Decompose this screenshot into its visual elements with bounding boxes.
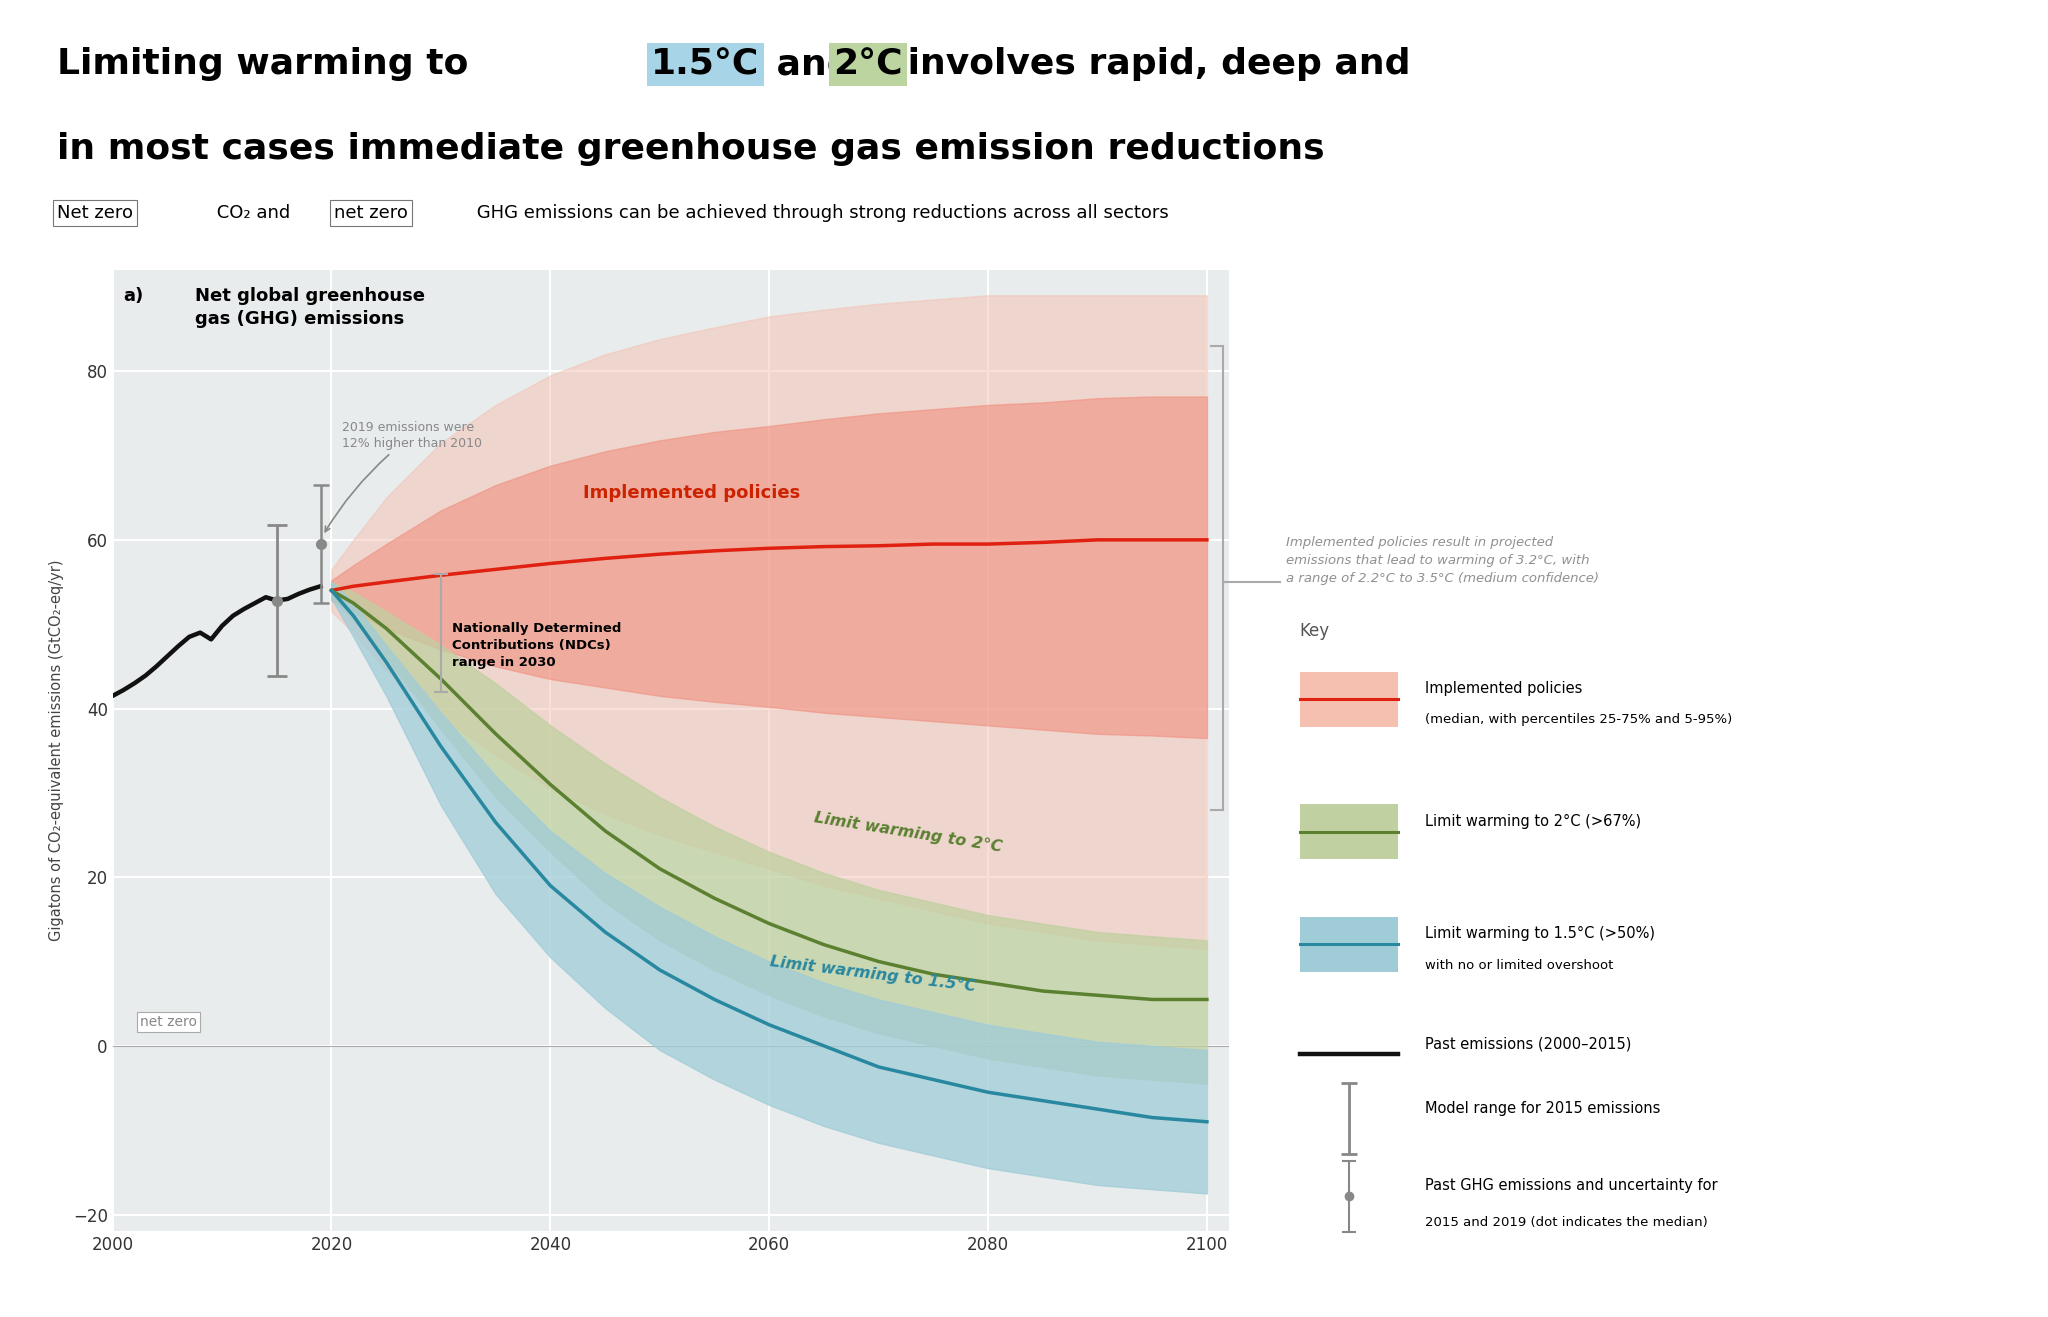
Text: Implemented policies result in projected
emissions that lead to warming of 3.2°C: Implemented policies result in projected… [1286,536,1599,585]
Y-axis label: Gigatons of CO₂-equivalent emissions (GtCO₂-eq/yr): Gigatons of CO₂-equivalent emissions (Gt… [49,560,63,942]
Text: 2°C: 2°C [834,47,903,82]
Text: Implemented policies: Implemented policies [584,483,801,502]
Text: 2019 emissions were
12% higher than 2010: 2019 emissions were 12% higher than 2010 [326,420,483,532]
Text: Net zero: Net zero [57,204,133,223]
Text: and: and [764,47,864,82]
Text: (median, with percentiles 25-75% and 5-95%): (median, with percentiles 25-75% and 5-9… [1425,714,1733,727]
Text: Past GHG emissions and uncertainty for: Past GHG emissions and uncertainty for [1425,1179,1718,1193]
Text: Nationally Determined
Contributions (NDCs)
range in 2030: Nationally Determined Contributions (NDC… [453,623,621,669]
Text: in most cases immediate greenhouse gas emission reductions: in most cases immediate greenhouse gas e… [57,132,1325,166]
Text: Key: Key [1300,622,1329,640]
Text: 2015 and 2019 (dot indicates the median): 2015 and 2019 (dot indicates the median) [1425,1216,1708,1229]
Text: with no or limited overshoot: with no or limited overshoot [1425,959,1614,972]
Text: Model range for 2015 emissions: Model range for 2015 emissions [1425,1101,1661,1115]
Text: Limit warming to 2°C (>67%): Limit warming to 2°C (>67%) [1425,814,1640,828]
Text: net zero: net zero [334,204,408,223]
Text: involves rapid, deep and: involves rapid, deep and [895,47,1411,82]
Text: Limiting warming to: Limiting warming to [57,47,481,82]
FancyBboxPatch shape [1300,917,1399,972]
FancyBboxPatch shape [1300,805,1399,859]
Text: Implemented policies: Implemented policies [1425,681,1583,697]
Text: Net global greenhouse
gas (GHG) emissions: Net global greenhouse gas (GHG) emission… [195,287,424,328]
Text: Limit warming to 1.5°C: Limit warming to 1.5°C [770,954,977,994]
Text: Past emissions (2000–2015): Past emissions (2000–2015) [1425,1036,1630,1051]
Text: Limit warming to 2°C: Limit warming to 2°C [813,810,1004,855]
Text: Limit warming to 1.5°C (>50%): Limit warming to 1.5°C (>50%) [1425,926,1655,942]
FancyBboxPatch shape [1300,672,1399,727]
Text: GHG emissions can be achieved through strong reductions across all sectors: GHG emissions can be achieved through st… [471,204,1169,223]
Text: a): a) [123,287,143,304]
Text: CO₂ and: CO₂ and [211,204,297,223]
Text: 1.5°C: 1.5°C [651,47,760,82]
Text: net zero: net zero [139,1015,197,1029]
